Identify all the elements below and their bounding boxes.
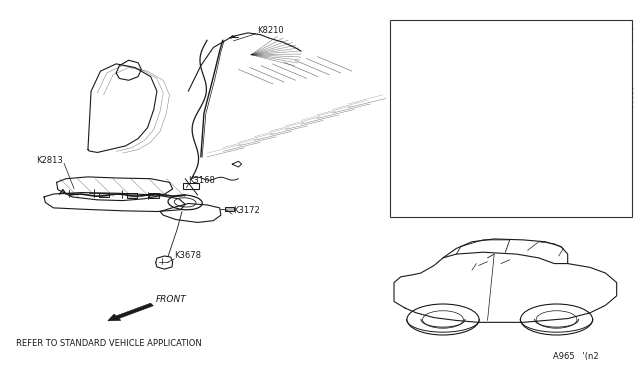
Bar	[148, 193, 159, 198]
Text: K3168: K3168	[188, 176, 215, 185]
Bar	[397, 98, 410, 111]
Bar	[225, 207, 234, 211]
Bar	[390, 20, 632, 217]
Text: K2373: K2373	[400, 124, 427, 132]
FancyArrow shape	[108, 303, 153, 321]
Text: FRONT: FRONT	[156, 295, 186, 304]
Text: K3172: K3172	[234, 206, 260, 215]
Text: K3714: K3714	[449, 33, 476, 42]
Text: K8210: K8210	[257, 26, 284, 35]
Text: A965   '(n2: A965 '(n2	[554, 352, 599, 361]
Bar	[99, 193, 109, 197]
Text: K2813: K2813	[36, 156, 63, 166]
Bar	[460, 111, 470, 116]
Bar	[607, 102, 620, 107]
Bar	[183, 183, 199, 189]
Text: K3168: K3168	[413, 52, 440, 61]
Text: K3758: K3758	[533, 40, 560, 49]
Bar	[127, 193, 137, 198]
Text: K3678: K3678	[175, 251, 202, 260]
Text: K7744: K7744	[394, 89, 420, 97]
Text: REFER TO STANDARD VEHICLE APPLICATION: REFER TO STANDARD VEHICLE APPLICATION	[16, 339, 202, 349]
